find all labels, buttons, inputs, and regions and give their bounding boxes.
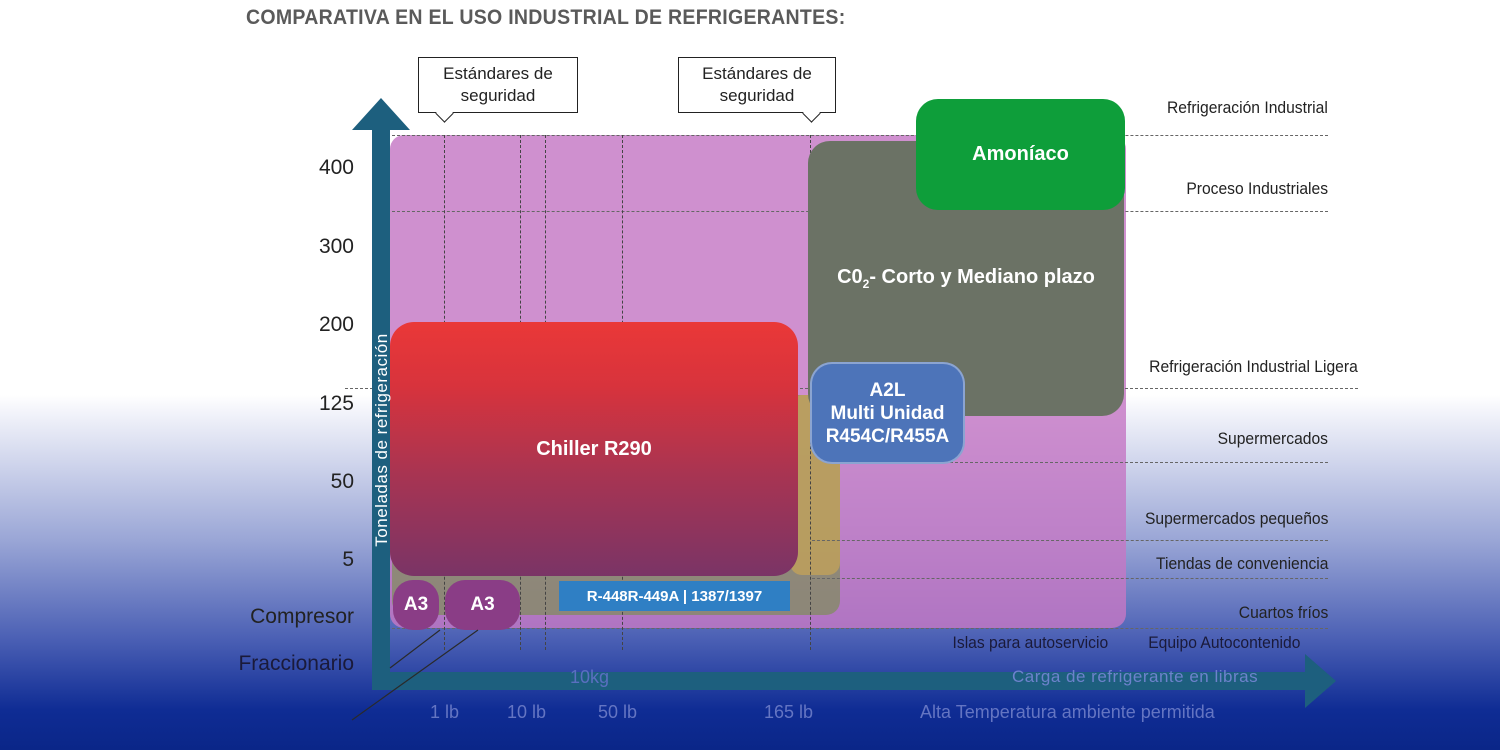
page-title: COMPARATIVA EN EL USO INDUSTRIAL DE REFR…: [246, 6, 846, 29]
a3-label: A3: [470, 594, 495, 615]
category-label-cold-rooms: Cuartos fríos: [1238, 603, 1328, 622]
ammonia-region: Amoníaco: [916, 99, 1125, 210]
y-tick-compresor: Compresor: [250, 605, 354, 628]
y-tick-fraccionario: Fraccionario: [238, 652, 354, 675]
label-self-service-islands: Islas para autoservicio: [952, 633, 1108, 652]
co2-label: C02- Corto y Mediano plazo: [837, 266, 1095, 291]
category-line-convenience: [812, 578, 1328, 579]
leader-line-1: [389, 629, 441, 669]
label-self-contained-equipment: Equipo Autocontenido: [1147, 633, 1300, 652]
y-tick-125: 125: [318, 392, 354, 415]
leader-line-2: [351, 629, 479, 721]
callout-safety-standards-1: Estándares de seguridad: [418, 57, 578, 113]
y-tick-50: 50: [330, 470, 354, 493]
y-axis-arrow: [352, 98, 410, 690]
x-tick-165lb: 165 lb: [764, 702, 814, 722]
category-label-convenience: Tiendas de conveniencia: [1155, 554, 1328, 573]
callout-text: Estándares de seguridad: [702, 64, 812, 105]
category-label-light-industrial: Refrigeración Industrial Ligera: [1149, 357, 1358, 376]
y-tick-300: 300: [318, 235, 354, 258]
category-label-small-supermarkets: Supermercados pequeños: [1144, 509, 1328, 528]
a2l-label: A2L Multi Unidad R454C/R455A: [825, 379, 950, 447]
a3-badge-large: A3: [445, 580, 520, 630]
x-axis-arrow: [372, 654, 1336, 708]
x-tick-10lb: 10 lb: [507, 702, 547, 722]
hfo-blend-label: R-448R-449A | 1387/1397: [559, 581, 790, 611]
y-tick-400: 400: [318, 156, 354, 179]
hfo-text: R-448R-449A | 1387/1397: [586, 587, 763, 605]
callout-safety-standards-2: Estándares de seguridad: [678, 57, 836, 113]
category-label-industrial: Refrigeración Industrial: [1167, 98, 1328, 117]
x-tick-50lb: 50 lb: [598, 702, 638, 722]
chiller-label: Chiller R290: [536, 437, 652, 460]
a2l-region: A2L Multi Unidad R454C/R455A: [810, 362, 965, 464]
x-footer-note: Alta Temperatura ambiente permitida: [920, 702, 1215, 722]
category-line-industrial: [392, 135, 1328, 136]
a3-badge-small: A3: [393, 580, 439, 630]
a3-label: A3: [403, 594, 429, 615]
chiller-r290-region: Chiller R290: [390, 322, 798, 576]
category-label-process: Proceso Industriales: [1186, 179, 1328, 198]
x-axis-label: Carga de refrigerante en libras: [1012, 667, 1259, 686]
category-line-cold-rooms: [392, 628, 1328, 629]
category-line-small-supermarkets: [812, 540, 1328, 541]
x-marker-10kg: 10kg: [570, 667, 610, 687]
category-label-supermarkets: Supermercados: [1217, 429, 1328, 448]
y-axis-label: Toneladas de refrigeración: [372, 333, 391, 547]
category-line-supermarkets: [830, 462, 1328, 463]
y-tick-5: 5: [342, 548, 354, 571]
x-tick-1lb: 1 lb: [430, 702, 460, 722]
ammonia-label: Amoníaco: [972, 143, 1069, 165]
callout-text: Estándares de seguridad: [443, 64, 553, 105]
y-tick-200: 200: [318, 313, 354, 336]
